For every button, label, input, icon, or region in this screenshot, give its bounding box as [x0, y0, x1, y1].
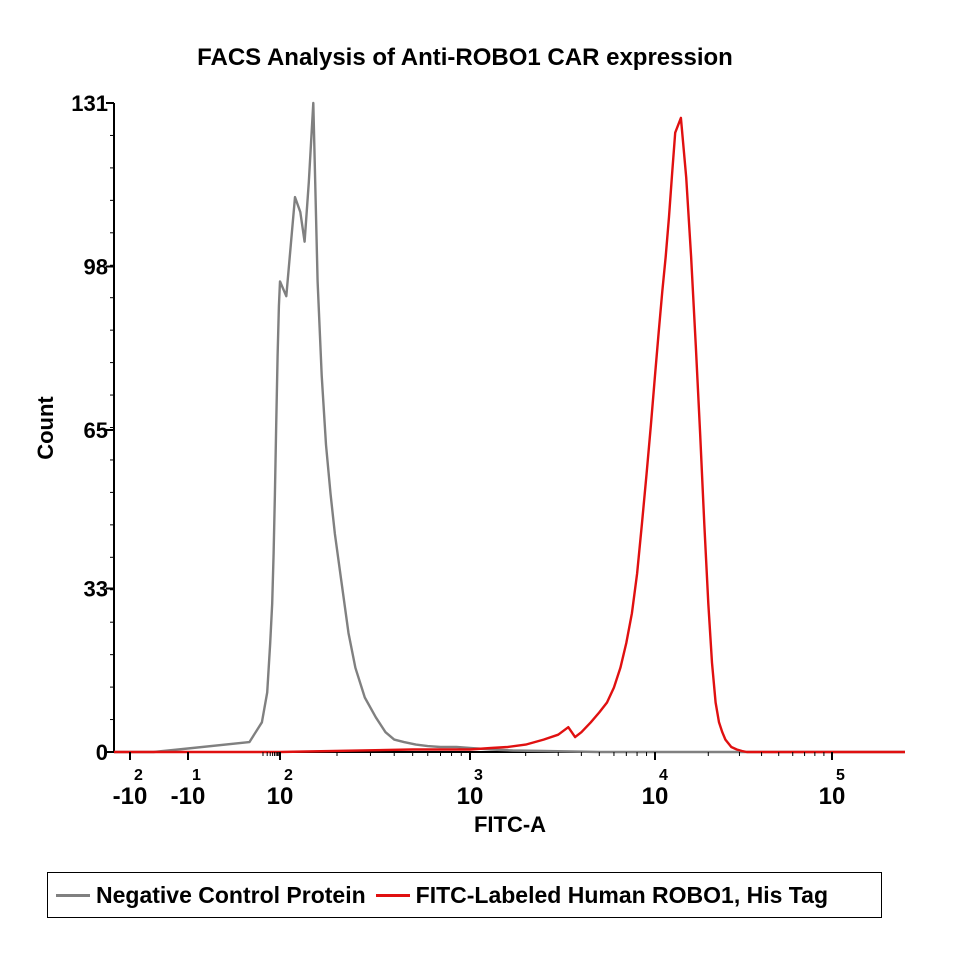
x-tick-exponent: 5: [836, 767, 845, 784]
x-tick-exponent: 1: [192, 767, 201, 784]
x-axis-label: FITC-A: [473, 812, 547, 837]
legend-item-fitc-robo1: FITC-Labeled Human ROBO1, His Tag: [375, 881, 828, 909]
legend-item-negative-control: Negative Control Protein: [56, 882, 366, 909]
legend-swatch-gray: [56, 893, 90, 897]
x-tick-exponent: 3: [474, 767, 483, 784]
x-tick-label: -10: [171, 783, 206, 810]
y-tick-label: 98: [84, 254, 108, 279]
x-tick-exponent: 4: [659, 767, 668, 784]
x-tick-label: 10: [457, 783, 484, 810]
x-tick-label: 10: [819, 783, 846, 810]
legend: Negative Control Protein FITC-Labeled Hu…: [47, 872, 882, 918]
legend-label-fitc-robo1: FITC-Labeled Human ROBO1, His Tag: [415, 881, 828, 908]
series-line-0: [114, 101, 905, 754]
legend-label-negative-control: Negative Control Protein: [96, 881, 366, 908]
y-tick-label: 0: [96, 740, 108, 765]
series-layer: [114, 101, 905, 754]
x-tick-label: -10: [113, 783, 148, 810]
x-tick-label: 10: [267, 783, 294, 810]
x-tick-exponent: 2: [134, 767, 143, 784]
y-axis-label: Count: [33, 396, 58, 460]
x-tick-exponent: 2: [284, 767, 293, 784]
chart-title: FACS Analysis of Anti-ROBO1 CAR expressi…: [197, 44, 733, 71]
legend-swatch-red: [375, 893, 410, 897]
y-tick-label: 33: [84, 577, 108, 602]
y-tick-label: 131: [71, 91, 108, 116]
series-line-1: [114, 116, 905, 754]
axes: [113, 103, 905, 753]
y-tick-label: 65: [84, 418, 108, 443]
x-tick-label: 10: [642, 783, 669, 810]
